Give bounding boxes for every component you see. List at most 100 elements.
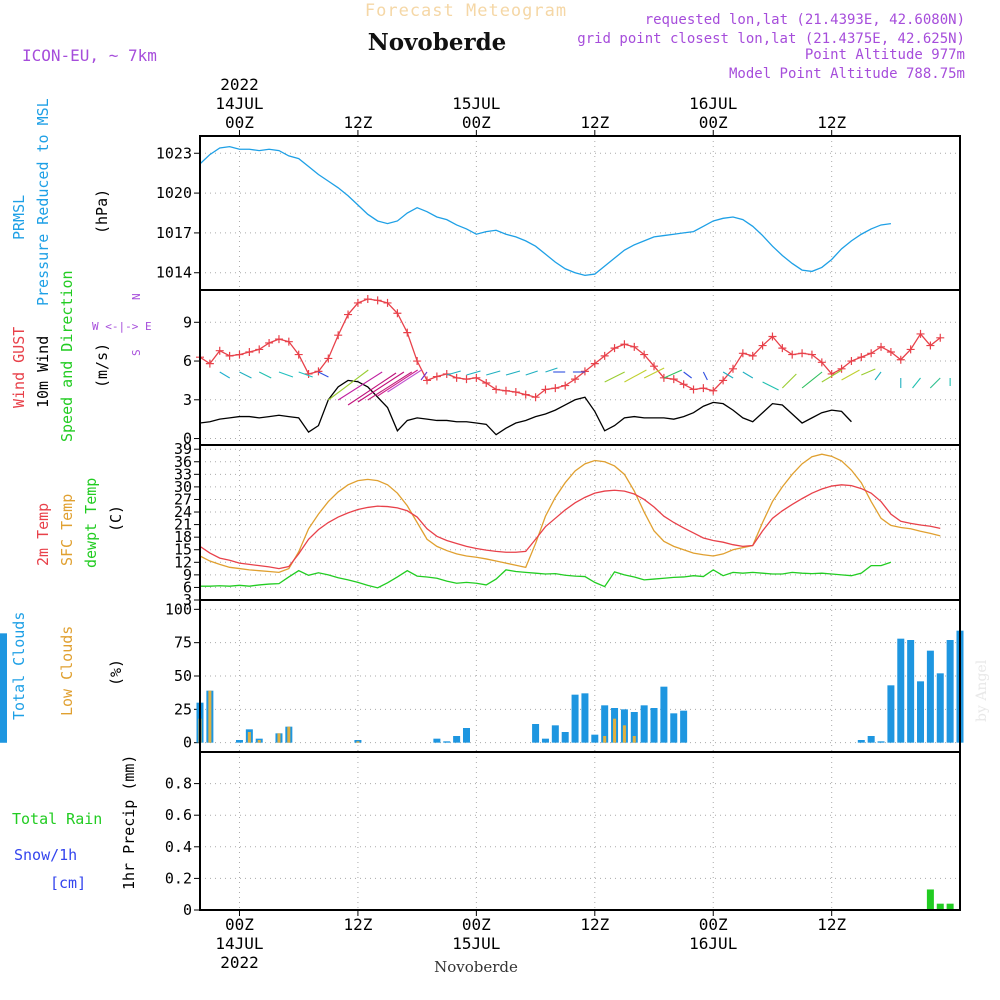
total-cloud-bar [867,736,875,743]
y-tick-label: 0.6 [165,806,192,824]
gust-marker [709,386,718,395]
gust-marker [798,349,807,358]
precip-unit-label: 1hr Precip (mm) [120,755,138,890]
gridpoint-coords: grid point closest lon,lat (21.4375E, 42… [577,31,965,47]
compass-we: W <-|-> E [92,320,152,333]
gust-marker [235,350,244,359]
gust-marker [847,357,856,366]
point-altitude: Point Altitude 977m [805,47,965,63]
bottom-time-label: 12Z [817,915,846,934]
low-clouds-label: Low Clouds [58,626,76,716]
gust-marker [788,350,797,359]
gust-marker [896,355,905,364]
gust-marker [403,328,412,337]
bottom-time-label: 00Z [699,915,728,934]
y-tick-label: 21 [174,516,192,534]
gust-marker [807,350,816,359]
gust-marker [314,367,323,376]
total-cloud-bar [917,681,925,743]
y-tick-label: 15 [174,541,192,559]
temp-unit-label: (C) [107,505,125,532]
y-tick-label: 100 [165,600,192,618]
wind-direction-arrow [318,371,329,378]
y-tick-label: 30 [174,478,192,496]
gust-marker [610,344,619,353]
gust-marker [353,298,362,307]
gust-marker [255,345,264,354]
gust-marker [778,344,787,353]
y-tick-label: 25 [174,700,192,718]
pressure-panel-labels: PRMSL Pressure Reduced to MSL (hPa) [10,98,111,306]
wind-direction-arrow [278,371,294,378]
wind-direction-arrow [643,367,665,379]
gust-marker [768,332,777,341]
y-tick-label: 1023 [156,144,192,162]
gust-line [199,298,941,398]
gust-marker [699,384,708,393]
top-time-label: 12Z [580,113,609,132]
y-tick-label: 1014 [156,264,192,282]
gust-marker [492,385,501,394]
total-cloud-bar [561,732,569,743]
rain-bar [926,889,934,910]
low-cloud-bar [632,736,636,743]
gust-marker [472,373,481,382]
total-cloud-bar [0,646,7,743]
panel-frame [199,289,961,446]
wind10m-label: 10m Wind [34,336,52,408]
forecast-title: Forecast Meteogram [365,1,567,21]
low-cloud-bar [622,725,626,743]
wind-direction-arrow [466,370,481,376]
y-tick-label: 27 [174,490,192,508]
wind-direction-arrow [387,369,422,393]
total-cloud-bar [591,734,599,743]
low-cloud-bar [287,726,291,743]
y-tick-label: 6 [183,578,192,596]
panel-frame [199,751,961,911]
model-label: ICON-EU, ~ 7km [22,46,157,65]
wind-direction-arrow [762,381,779,391]
wind-direction-arrow [337,371,383,401]
gust-marker [936,333,945,342]
bottom-time-label: 00Z [225,915,254,934]
gust-marker [284,337,293,346]
t2m-label: 2m Temp [34,503,52,566]
gust-label: Wind GUST [10,327,28,408]
temp-2m-line [199,484,941,570]
compass-n: N [130,293,143,300]
top-time-label: 00Z [225,113,254,132]
y-tick-label: 0 [183,734,192,752]
top-time-label: 16JUL [689,94,737,113]
top-time-label: 14JUL [215,94,263,113]
y-tick-label: 0 [183,430,192,448]
wind-direction-arrow [486,370,501,376]
y-tick-label: 24 [174,503,192,521]
wind-direction-arrow [357,371,405,403]
gust-marker [541,385,550,394]
total-cloud-bar [670,713,678,743]
wind-direction-arrow [912,377,921,389]
total-cloud-bar [946,640,954,743]
wind-direction-arrow [327,369,369,401]
rain-bar [946,903,954,910]
total-cloud-bar [433,738,441,743]
wind-direction-arrow [377,369,418,397]
y-tick-label: 12 [174,553,192,571]
total-cloud-bar [857,740,865,743]
dewpoint-line [200,561,892,589]
location-title: Novoberde [368,29,507,56]
total-cloud-bar [907,640,915,743]
wind-direction-arrow [525,370,538,376]
total-cloud-bar [630,712,638,743]
wind-direction-arrow [702,371,708,381]
y-tick-label: 50 [174,667,192,685]
y-tick-label: 39 [174,440,192,458]
cloud-unit-label: (%) [107,659,125,686]
gust-marker [274,335,283,344]
requested-coords: requested lon,lat (21.4393E, 42.6080N) [645,12,965,28]
gust-marker [857,353,866,362]
low-cloud-bar [247,732,251,743]
wind-dir-label: Speed and Direction [58,270,76,442]
wind-direction-arrow [446,370,461,376]
gust-marker [511,388,520,397]
